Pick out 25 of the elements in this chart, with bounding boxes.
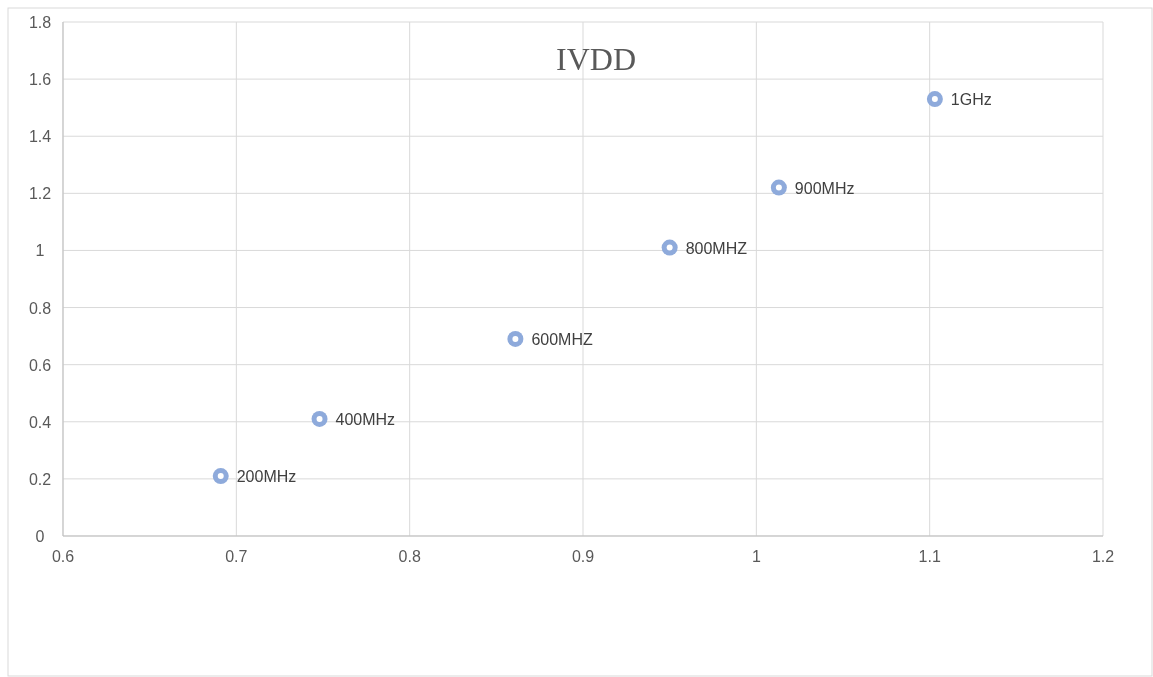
annotation: 200MHz	[236, 468, 297, 486]
annotation: 600MHZ	[531, 330, 593, 348]
x-tick-label: 1.2	[1091, 548, 1115, 565]
annotation: 800MHZ	[685, 239, 748, 257]
y-tick-label: 1.4	[28, 128, 52, 146]
y-tick-label: 0	[35, 528, 45, 545]
x-tick-label: 0.6	[51, 548, 75, 565]
y-tick-label: 0.4	[28, 413, 52, 431]
x-tick-label: 0.8	[398, 548, 421, 565]
x-tick-label: 0.9	[571, 548, 595, 565]
x-tick-label: 0.7	[225, 548, 248, 565]
y-tick-label: 0.2	[28, 470, 52, 488]
point	[311, 410, 328, 427]
y-tick-label: 0.6	[28, 356, 52, 374]
text: IVDD	[556, 41, 636, 77]
x-tick-label: 1	[751, 548, 761, 565]
y-tick-label: 1	[35, 242, 45, 260]
annotation: 400MHz	[335, 410, 396, 428]
y-tick-label: 0.8	[28, 299, 52, 317]
y-tick-label: 1.2	[28, 185, 52, 203]
x-tick-label: 1.1	[918, 548, 941, 565]
y-tick-label: 1.6	[28, 71, 52, 89]
y-tick-label: 1.8	[28, 14, 52, 31]
annotation: 900MHz	[794, 179, 855, 197]
annotation: 1GHz	[950, 91, 992, 109]
